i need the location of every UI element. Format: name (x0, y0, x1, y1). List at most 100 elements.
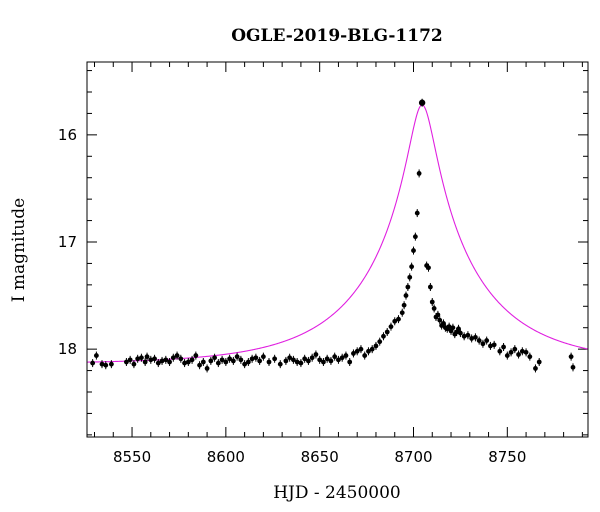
data-point (568, 352, 574, 361)
data-point (403, 291, 409, 300)
data-point (427, 283, 433, 291)
data-point (401, 301, 407, 310)
chart-title: OGLE-2019-BLG-1172 (231, 26, 443, 46)
data-point (272, 354, 278, 363)
x-tick-label: 8600 (207, 448, 245, 466)
data-point (450, 323, 456, 332)
data-point (103, 361, 109, 370)
data-point (321, 358, 326, 366)
data-point (570, 363, 576, 372)
data-point (324, 354, 330, 363)
data-point (170, 353, 176, 362)
data-point (283, 356, 289, 365)
data-point (257, 356, 263, 365)
data-point (377, 337, 383, 346)
data-point (208, 356, 214, 365)
data-point (108, 360, 114, 369)
data-point (155, 359, 161, 368)
data-point (469, 334, 475, 343)
data-point (476, 336, 482, 345)
data-point (405, 283, 411, 291)
data-point (388, 322, 394, 331)
model-curve-layer (86, 104, 589, 363)
data-point (431, 304, 437, 313)
data-point (144, 352, 150, 361)
data-point (437, 316, 443, 325)
data-point (516, 350, 521, 359)
data-point (407, 273, 413, 282)
data-point (159, 356, 165, 365)
data-point (523, 348, 529, 357)
data-point (369, 345, 375, 354)
data-point (381, 332, 386, 341)
data-point (497, 347, 503, 356)
data-point (504, 351, 510, 360)
data-point (277, 360, 283, 369)
data-point (358, 345, 364, 354)
data-point (501, 343, 506, 351)
data-point (409, 262, 415, 271)
y-axis-label: I magnitude (9, 198, 29, 302)
data-point (533, 364, 538, 373)
data-point (148, 355, 154, 364)
plot-frame (86, 61, 589, 438)
data-point (204, 364, 210, 373)
x-tick-label: 8550 (113, 448, 151, 466)
data-point (426, 263, 431, 272)
data-point (193, 351, 199, 360)
x-axis-label: HJD - 2450000 (273, 483, 401, 503)
data-point (174, 351, 180, 360)
data-point (446, 322, 452, 331)
data-point (93, 351, 99, 360)
data-point (182, 359, 187, 368)
data-point (200, 358, 206, 366)
data-point (90, 359, 96, 368)
data-points-layer (90, 98, 576, 373)
data-point (527, 352, 533, 361)
data-point (178, 354, 184, 363)
data-point (362, 351, 368, 360)
data-point (287, 353, 293, 362)
data-point (354, 347, 360, 356)
data-point (441, 319, 446, 328)
data-point (99, 360, 105, 369)
data-point (291, 355, 296, 364)
y-tick-label: 16 (58, 126, 77, 144)
data-point (484, 336, 490, 345)
data-point (480, 339, 486, 348)
data-point (131, 360, 137, 369)
axis-ticks: 8550 8600 8650 8700 8750 16 17 18 (58, 62, 588, 466)
y-tick-label: 17 (58, 233, 77, 251)
data-point (339, 353, 345, 362)
data-point (298, 359, 304, 368)
data-point (185, 358, 191, 366)
data-point (491, 340, 497, 349)
data-point (343, 351, 349, 360)
data-point (212, 353, 217, 362)
data-point (124, 358, 129, 366)
data-point (332, 352, 338, 361)
data-point (227, 354, 233, 363)
y-tick-label: 18 (58, 340, 77, 358)
data-point (416, 169, 422, 178)
data-point (223, 358, 229, 366)
data-point (465, 331, 471, 340)
data-point (242, 360, 248, 369)
data-point (412, 232, 418, 241)
data-point (366, 347, 371, 356)
data-point (435, 310, 441, 319)
data-point (135, 354, 141, 363)
data-point (167, 358, 172, 366)
data-point (215, 359, 221, 368)
data-point (294, 358, 300, 366)
data-point (488, 341, 493, 350)
data-point (163, 355, 169, 364)
model-curve (86, 104, 589, 363)
data-point (458, 329, 463, 338)
data-point (317, 355, 323, 364)
data-point (414, 209, 420, 218)
data-point (253, 353, 259, 362)
data-point (189, 355, 195, 364)
